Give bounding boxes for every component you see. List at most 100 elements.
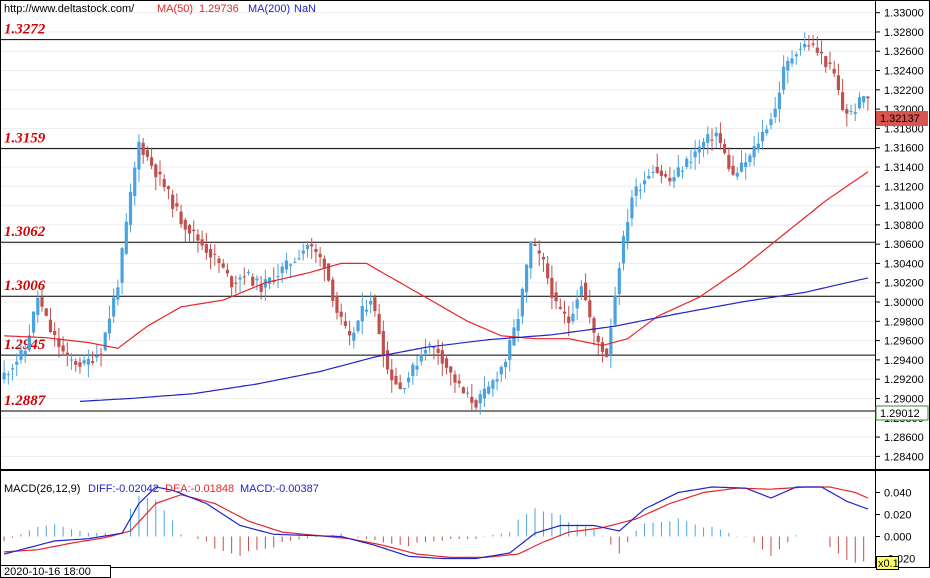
- candle-bear: [154, 164, 158, 178]
- candle-bull: [693, 151, 697, 158]
- candle-bear: [225, 269, 230, 274]
- candle-bull: [411, 364, 415, 376]
- candle-bear: [318, 253, 322, 258]
- macd-tick-label: 0.040: [884, 488, 912, 500]
- candle-bull: [760, 131, 765, 142]
- candle-bear: [546, 263, 550, 279]
- candle-bull: [626, 222, 630, 241]
- price-tick-label: 1.30800: [884, 220, 924, 232]
- candle-bull: [369, 301, 373, 305]
- cursor-price-value: 1.29012: [880, 408, 920, 420]
- candle-bull: [482, 388, 487, 399]
- candle-bull: [263, 279, 267, 288]
- candle-bull: [495, 379, 499, 382]
- candle-bull: [103, 332, 107, 351]
- price-tick-label: 1.30000: [884, 297, 924, 309]
- candle-bear: [183, 220, 187, 230]
- price-tick-label: 1.29000: [884, 393, 924, 405]
- candle-bear: [436, 348, 440, 353]
- zoom-box[interactable]: [876, 556, 899, 570]
- candle-bull: [402, 387, 406, 389]
- candle-bear: [217, 258, 221, 264]
- candle-bull: [786, 60, 790, 71]
- ma200-line: [79, 277, 869, 402]
- candle-bull: [849, 111, 853, 113]
- price-tick-label: 1.32200: [884, 85, 924, 97]
- candle-bull: [255, 278, 259, 281]
- macd-tick-label: 0.000: [884, 532, 912, 544]
- candle-bear: [567, 316, 571, 323]
- candle-bear: [398, 382, 402, 390]
- candle-bull: [2, 372, 6, 380]
- candle-bear: [453, 374, 457, 383]
- candle-bull: [508, 340, 512, 360]
- candle-bear: [866, 96, 870, 99]
- candle-bull: [301, 250, 305, 254]
- candle-bear: [832, 68, 836, 74]
- candle-bull: [305, 244, 310, 249]
- candle-bear: [444, 358, 449, 368]
- candle-bear: [664, 174, 668, 177]
- price-tick-label: 1.29200: [884, 374, 924, 386]
- candle-bull: [516, 319, 520, 331]
- candle-bear: [588, 300, 592, 318]
- ma200-value: NaN: [294, 3, 316, 15]
- candle-bull: [642, 180, 647, 185]
- candle-bull: [133, 167, 137, 196]
- candle-bull: [466, 392, 470, 394]
- current-price-tag: [876, 111, 928, 126]
- candle-bull: [689, 161, 693, 163]
- candle-bull: [520, 288, 524, 317]
- candle-bear: [310, 244, 314, 247]
- candle-bear: [815, 47, 819, 53]
- candle-bull: [638, 189, 642, 191]
- candle-bear: [162, 179, 166, 188]
- dea-line: [4, 486, 869, 558]
- source-url[interactable]: http://www.deltastock.com/: [4, 3, 135, 15]
- candle-bull: [524, 264, 529, 293]
- candle-bear: [381, 330, 385, 356]
- candle-bull: [853, 112, 857, 114]
- candle-bear: [461, 387, 465, 394]
- candle-bear: [339, 311, 343, 317]
- level-label-1.3159: 1.3159: [4, 131, 46, 147]
- candle-bear: [600, 342, 605, 352]
- candle-bull: [478, 394, 482, 404]
- candle-bull: [634, 186, 638, 196]
- candle-bull: [137, 141, 141, 170]
- candle-bull: [647, 175, 651, 179]
- price-tick-label: 1.30400: [884, 258, 924, 270]
- candle-bear: [537, 250, 541, 254]
- candle-bear: [470, 396, 474, 403]
- candle-bear: [208, 248, 213, 258]
- diff-line: [3, 486, 869, 560]
- candle-bull: [739, 162, 744, 172]
- candle-bull: [267, 277, 272, 284]
- candle-bear: [187, 224, 192, 234]
- price-tick-label: 1.32400: [884, 66, 924, 78]
- candle-bear: [242, 276, 246, 278]
- price-tick-label: 1.29400: [884, 355, 924, 367]
- candle-bear: [40, 297, 44, 307]
- price-tick-label: 1.32800: [884, 27, 924, 39]
- candle-bull: [782, 66, 786, 90]
- candle-bull: [803, 43, 807, 48]
- candle-bear: [390, 369, 394, 381]
- candle-bear: [655, 166, 659, 173]
- candle-bear: [583, 282, 588, 301]
- candle-bull: [128, 191, 133, 225]
- candle-bull: [27, 335, 31, 351]
- price-tick-label: 1.28600: [884, 432, 924, 444]
- candle-bear: [48, 319, 53, 333]
- candle-bear: [44, 308, 48, 316]
- zoom-level[interactable]: x0.1: [878, 558, 899, 570]
- candle-bear: [394, 375, 398, 385]
- candle-bull: [284, 260, 289, 270]
- candle-bear: [230, 276, 234, 288]
- price-tick-label: 1.30200: [884, 278, 924, 290]
- candle-bear: [718, 133, 723, 144]
- candle-bear: [175, 203, 179, 207]
- macd-dea: DEA:-0.01848: [165, 483, 234, 495]
- price-pane: [0, 0, 876, 470]
- candle-bull: [676, 167, 680, 177]
